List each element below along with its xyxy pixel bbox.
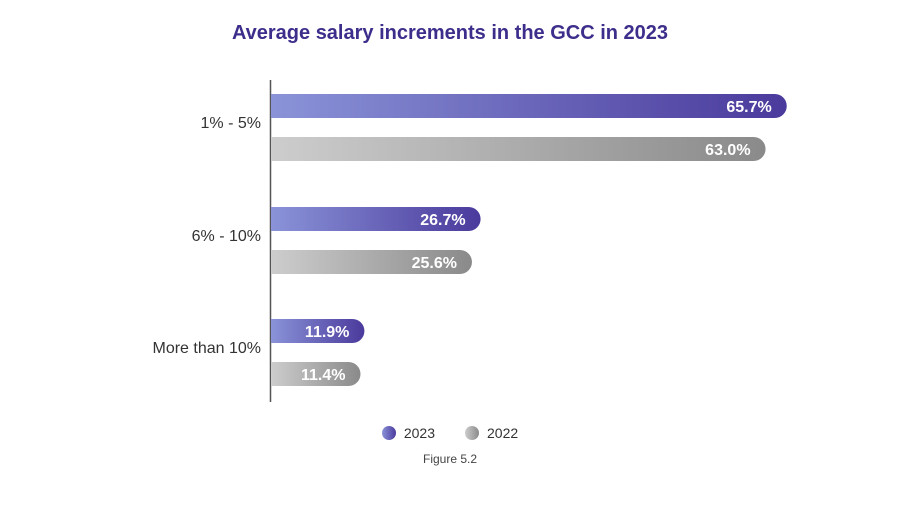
category-label-0: 1% - 5% (201, 115, 261, 132)
category-label-2: More than 10% (152, 340, 261, 357)
legend-label-2023: 2023 (403, 425, 435, 441)
legend-swatch-2022 (465, 426, 479, 440)
bar-2023-1 (271, 207, 481, 231)
category-label-1: 6% - 10% (192, 228, 261, 245)
legend: 2023 2022 (0, 425, 900, 441)
bar-chart: 1% - 5% 65.7% 63.0% 6% - 10% 26.7% 25.6% More … (152, 80, 787, 402)
legend-label-2022: 2022 (487, 425, 519, 441)
bar-2022-2 (271, 362, 361, 386)
bar-2023-2 (271, 319, 365, 343)
value-label-2023-2: 11.9% (305, 324, 349, 341)
value-label-2022-0: 63.0% (705, 142, 750, 159)
figure-caption: Figure 5.2 (422, 452, 478, 466)
value-label-2023-0: 65.7% (726, 99, 771, 116)
value-label-2023-1: 26.7% (420, 212, 465, 229)
legend-item-2023: 2023 (381, 425, 435, 441)
bar-2023-0 (271, 94, 787, 119)
legend-item-2022: 2022 (465, 425, 518, 441)
value-label-2022-1: 25.6% (412, 255, 457, 272)
legend-swatch-2023 (381, 426, 396, 440)
chart-title: Average salary increments in the GCC in … (231, 22, 669, 44)
bar-2022-0 (271, 137, 766, 161)
bar-2022-1 (271, 250, 472, 274)
value-label-2022-2: 11.4% (301, 367, 345, 384)
